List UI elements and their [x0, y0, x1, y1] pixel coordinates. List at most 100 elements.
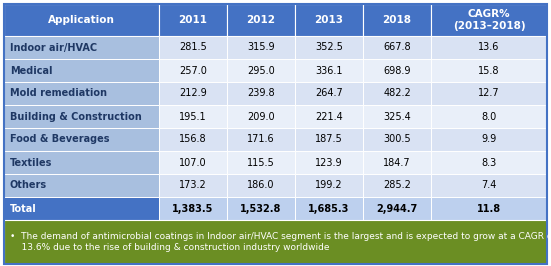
Bar [227, 4, 295, 36]
Text: 352.5: 352.5 [315, 43, 343, 52]
Text: 482.2: 482.2 [383, 89, 411, 98]
Bar [295, 105, 363, 128]
Bar [363, 36, 431, 59]
Bar [227, 82, 295, 105]
Text: 1,532.8: 1,532.8 [240, 203, 282, 214]
Text: 221.4: 221.4 [315, 111, 343, 122]
Text: 2018: 2018 [382, 15, 412, 25]
Text: •  The demand of antimicrobial coatings in Indoor air/HVAC segment is the larges: • The demand of antimicrobial coatings i… [10, 232, 551, 252]
Bar [363, 174, 431, 197]
Bar [431, 174, 547, 197]
Bar [4, 151, 159, 174]
Text: 171.6: 171.6 [247, 135, 275, 144]
Bar [4, 220, 547, 264]
Text: 300.5: 300.5 [383, 135, 411, 144]
Bar [431, 82, 547, 105]
Bar [295, 128, 363, 151]
Text: Application: Application [48, 15, 115, 25]
Bar [431, 128, 547, 151]
Bar [363, 82, 431, 105]
Text: 8.0: 8.0 [482, 111, 496, 122]
Bar [431, 105, 547, 128]
Text: 173.2: 173.2 [179, 181, 207, 190]
Text: 199.2: 199.2 [315, 181, 343, 190]
Text: 12.7: 12.7 [478, 89, 500, 98]
Text: 8.3: 8.3 [482, 157, 496, 168]
Bar [4, 82, 159, 105]
Bar [295, 82, 363, 105]
Text: 184.7: 184.7 [383, 157, 411, 168]
Text: Food & Beverages: Food & Beverages [10, 135, 110, 144]
Bar [4, 59, 159, 82]
Text: 209.0: 209.0 [247, 111, 275, 122]
Text: 11.8: 11.8 [477, 203, 501, 214]
Text: Mold remediation: Mold remediation [10, 89, 107, 98]
Bar [363, 4, 431, 36]
Text: Others: Others [10, 181, 47, 190]
Text: 123.9: 123.9 [315, 157, 343, 168]
Bar [363, 151, 431, 174]
Bar [431, 4, 547, 36]
Bar [159, 59, 227, 82]
Text: Textiles: Textiles [10, 157, 52, 168]
Text: 2013: 2013 [315, 15, 343, 25]
Bar [227, 151, 295, 174]
Bar [227, 105, 295, 128]
Text: Total: Total [10, 203, 37, 214]
Bar [295, 197, 363, 220]
Bar [363, 105, 431, 128]
Bar [159, 174, 227, 197]
Bar [227, 36, 295, 59]
Text: Indoor air/HVAC: Indoor air/HVAC [10, 43, 97, 52]
Bar [431, 36, 547, 59]
Bar [159, 36, 227, 59]
Bar [4, 128, 159, 151]
Bar [363, 59, 431, 82]
Text: 281.5: 281.5 [179, 43, 207, 52]
Text: 336.1: 336.1 [315, 65, 343, 76]
Text: 2012: 2012 [246, 15, 276, 25]
Bar [295, 4, 363, 36]
Text: 1,685.3: 1,685.3 [309, 203, 350, 214]
Text: Medical: Medical [10, 65, 52, 76]
Text: 325.4: 325.4 [383, 111, 411, 122]
Bar [227, 128, 295, 151]
Bar [159, 4, 227, 36]
Text: 667.8: 667.8 [383, 43, 411, 52]
Bar [295, 59, 363, 82]
Text: Building & Construction: Building & Construction [10, 111, 142, 122]
Text: 15.8: 15.8 [478, 65, 500, 76]
Bar [431, 151, 547, 174]
Text: 285.2: 285.2 [383, 181, 411, 190]
Bar [227, 59, 295, 82]
Text: 295.0: 295.0 [247, 65, 275, 76]
Bar [431, 59, 547, 82]
Bar [295, 174, 363, 197]
Text: 257.0: 257.0 [179, 65, 207, 76]
Text: 107.0: 107.0 [179, 157, 207, 168]
Text: 9.9: 9.9 [482, 135, 496, 144]
Text: 698.9: 698.9 [383, 65, 410, 76]
Bar [4, 197, 159, 220]
Text: 7.4: 7.4 [482, 181, 496, 190]
Text: 13.6: 13.6 [478, 43, 500, 52]
Bar [363, 128, 431, 151]
Bar [159, 128, 227, 151]
Bar [4, 105, 159, 128]
Text: 195.1: 195.1 [179, 111, 207, 122]
Bar [159, 82, 227, 105]
Bar [295, 36, 363, 59]
Text: 186.0: 186.0 [247, 181, 275, 190]
Text: 315.9: 315.9 [247, 43, 275, 52]
Text: 2011: 2011 [179, 15, 208, 25]
Text: 187.5: 187.5 [315, 135, 343, 144]
Text: 212.9: 212.9 [179, 89, 207, 98]
Bar [4, 174, 159, 197]
Text: 264.7: 264.7 [315, 89, 343, 98]
Bar [159, 105, 227, 128]
Bar [4, 36, 159, 59]
Text: 115.5: 115.5 [247, 157, 275, 168]
Bar [159, 197, 227, 220]
Bar [431, 197, 547, 220]
Text: CAGR%
(2013–2018): CAGR% (2013–2018) [453, 9, 525, 31]
